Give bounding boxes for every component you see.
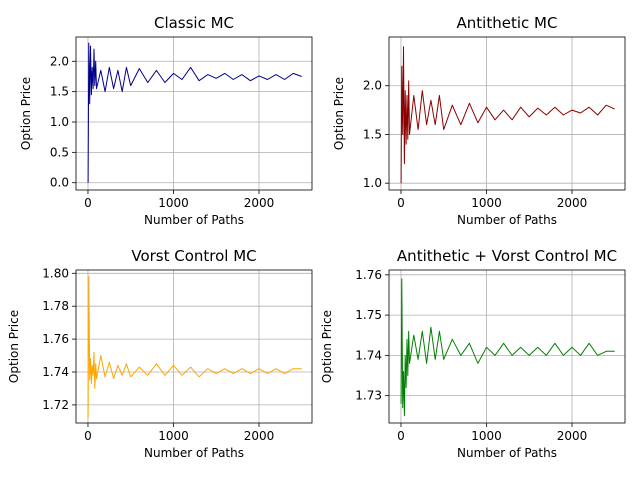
y-tick-label: 1.75 — [355, 308, 382, 322]
series-line — [87, 276, 302, 419]
x-tick-label: 2000 — [244, 429, 275, 443]
x-axis-label: Number of Paths — [144, 446, 244, 460]
x-axis-label: Number of Paths — [457, 213, 557, 227]
y-axis-label: Option Price — [7, 310, 21, 383]
x-tick-label: 1000 — [158, 196, 189, 210]
y-axis-label: Option Price — [332, 77, 346, 150]
y-tick-label: 0.5 — [50, 145, 69, 159]
x-tick-label: 1000 — [471, 196, 502, 210]
y-axis-label: Option Price — [320, 310, 334, 383]
axes-frame — [75, 269, 313, 424]
x-tick-label: 2000 — [557, 196, 588, 210]
axes-frame — [388, 269, 626, 424]
y-tick-label: 1.78 — [42, 299, 69, 313]
y-tick-label: 1.74 — [42, 365, 69, 379]
y-tick-label: 1.5 — [363, 127, 382, 141]
x-tick-label: 2000 — [244, 196, 275, 210]
series-line — [87, 42, 302, 183]
chart-title: Antithetic + Vorst Control MC — [397, 247, 617, 265]
x-tick-label: 1000 — [158, 429, 189, 443]
y-tick-label: 2.0 — [50, 54, 69, 68]
x-tick-label: 0 — [397, 429, 405, 443]
y-axis-label: Option Price — [19, 77, 33, 150]
x-axis-label: Number of Paths — [144, 213, 244, 227]
x-tick-label: 0 — [84, 196, 92, 210]
y-tick-label: 1.72 — [42, 398, 69, 412]
y-tick-label: 1.0 — [363, 176, 382, 190]
y-tick-label: 1.0 — [50, 115, 69, 129]
subplot-2: 0 1000 2000 1.0 1.5 2.0 Antithetic MC Number of… — [332, 14, 626, 227]
y-tick-label: 1.5 — [50, 85, 69, 99]
y-tick-label: 1.74 — [355, 348, 382, 362]
subplot-4: 0 1000 2000 1.73 1.74 1.75 1.76 Antithetic + Vo… — [320, 247, 626, 460]
y-tick-label: 1.76 — [355, 268, 382, 282]
y-tick-label: 1.73 — [355, 389, 382, 403]
x-tick-label: 2000 — [557, 429, 588, 443]
y-tick-label: 2.0 — [363, 79, 382, 93]
chart-title: Antithetic MC — [457, 14, 558, 32]
y-tick-label: 0.0 — [50, 176, 69, 190]
x-axis-label: Number of Paths — [457, 446, 557, 460]
chart-title: Vorst Control MC — [131, 247, 256, 265]
x-tick-label: 0 — [84, 429, 92, 443]
y-tick-label: 1.80 — [42, 266, 69, 280]
axes-frame — [388, 36, 626, 191]
series-line — [400, 46, 615, 184]
x-tick-label: 1000 — [471, 429, 502, 443]
x-tick-label: 0 — [397, 196, 405, 210]
subplot-1: 0 1000 2000 0.0 0.5 1.0 1.5 2.0 Classic MC Number… — [19, 14, 313, 227]
y-tick-label: 1.76 — [42, 332, 69, 346]
chart-title: Classic MC — [154, 14, 234, 32]
series-line — [400, 278, 615, 417]
subplot-3: 0 1000 2000 1.72 1.74 1.76 1.78 1.80 Vorst Contr… — [7, 247, 313, 460]
axes-frame — [75, 36, 313, 191]
